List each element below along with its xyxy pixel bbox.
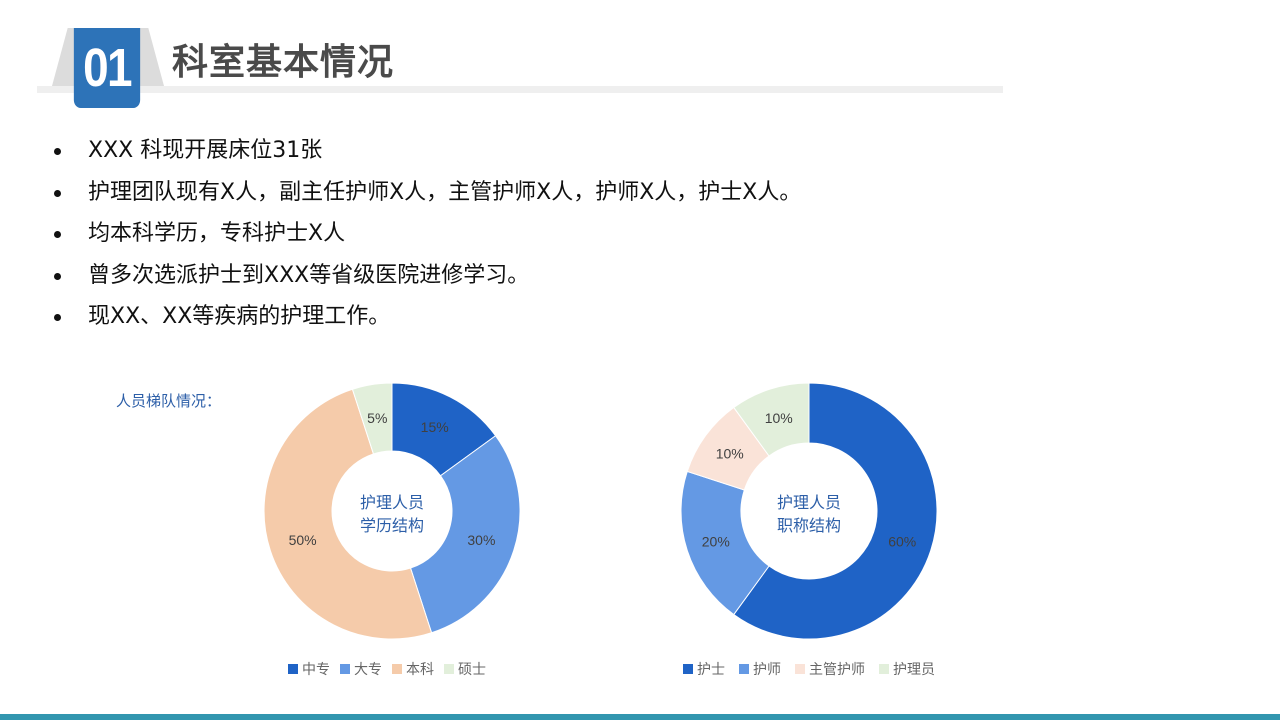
donut-slice [733,382,938,640]
donut-slices [680,382,938,640]
bullet-dot-icon [54,148,61,155]
legend-swatch-icon [683,664,693,674]
bullet-item: 曾多次选派护士到XXX等省级医院进修学习。 [50,260,801,302]
legend-item: 中专 [288,659,330,679]
donut-slice [263,388,433,640]
legend-item: 大专 [340,659,382,679]
bullet-dot-icon [54,189,61,197]
title-underline [37,86,1003,93]
donut-center-label: 护理人员 [360,494,424,512]
legend-item: 硕士 [444,659,486,679]
slice-value-label: 5% [367,410,387,426]
donut-value-labels: 60% 20% 10% 10% [702,410,916,549]
legend-swatch-icon [795,664,805,674]
legend-item: 护师 [739,659,781,679]
bullet-item: 均本科学历，专科护士X人 [50,218,801,260]
section-label: 人员梯队情况： [116,392,222,410]
legend-swatch-icon [340,664,350,674]
legend-item: 本科 [392,659,434,679]
legend-item: 护士 [683,659,725,679]
legend-swatch-icon [444,664,454,674]
bullet-list: XXX 科现开展床位31张 护理团队现有X人，副主任护师X人，主管护师X人，护师… [50,135,801,343]
donut-center-label: 职称结构 [777,517,841,535]
title-legend: 护士 护师 主管护师 护理员 [683,659,935,679]
bullet-item: XXX 科现开展床位31张 [50,135,801,177]
page-title: 科室基本情况 [172,42,395,83]
donut-slice [351,382,393,455]
bullet-item: 现XX、XX等疾病的护理工作。 [50,301,801,343]
bullet-item: 护理团队现有X人，副主任护师X人，主管护师X人，护师X人，护士X人。 [50,177,801,219]
legend-swatch-icon [392,664,402,674]
section-number-badge: 01 [73,28,141,108]
education-legend: 中专 大专 本科 硕士 [288,659,486,679]
slice-value-label: 15% [421,419,449,435]
bullet-dot-icon [54,231,61,238]
slice-value-label: 20% [702,533,730,549]
donut-center-label: 学历结构 [360,517,424,535]
slice-value-label: 60% [888,533,916,549]
footer-accent-bar [0,714,1280,720]
donut-slice [680,470,770,616]
legend-swatch-icon [288,664,298,674]
legend-item: 主管护师 [795,659,865,679]
legend-swatch-icon [879,664,889,674]
slice-value-label: 30% [467,532,495,548]
donut-value-labels: 15% 30% 50% 5% [289,410,496,548]
donut-slices [263,382,521,640]
legend-swatch-icon [739,664,749,674]
donut-center-label: 护理人员 [777,494,841,512]
donut-slice [733,382,810,457]
slice-value-label: 50% [289,532,317,548]
bullet-dot-icon [54,314,61,321]
slice-value-label: 10% [716,445,744,461]
bullet-dot-icon [54,272,61,280]
slice-value-label: 10% [765,410,793,426]
donut-slice [409,435,521,634]
legend-item: 护理员 [879,659,935,679]
title-donut-chart: 60% 20% 10% 10% 护理人员 职称结构 [680,382,938,640]
education-donut-chart: 15% 30% 50% 5% 护理人员 学历结构 [263,382,521,640]
